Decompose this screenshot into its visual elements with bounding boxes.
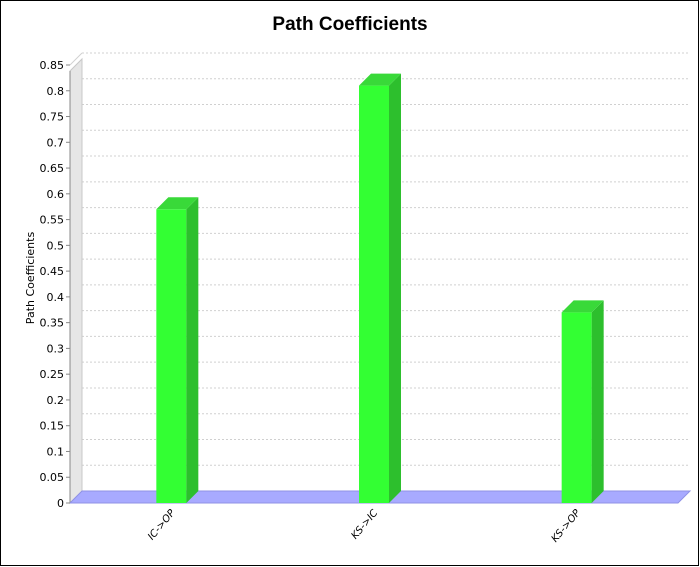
y-tick-label: 0.05: [40, 471, 65, 484]
bar-top: [359, 73, 401, 86]
y-tick-label: 0.5: [47, 239, 65, 252]
y-tick-label: 0.7: [47, 136, 65, 149]
y-tick-label: 0.6: [47, 188, 65, 201]
bar-side: [186, 197, 199, 503]
bar-top: [156, 197, 199, 210]
bar-ic-op: [156, 197, 199, 503]
y-tick-label: 0.55: [40, 214, 65, 227]
y-tick-label: 0.15: [40, 420, 65, 433]
x-axis-ticks: IC->OP KS->IC KS->OP: [146, 507, 583, 545]
y-tick-label: 0: [57, 497, 64, 510]
y-tick-label: 0.45: [40, 265, 65, 278]
y-tick-label: 0.65: [40, 162, 65, 175]
y-tick-label: 0.85: [40, 59, 65, 72]
bars: [156, 73, 604, 504]
bar-ks-op: [561, 300, 604, 503]
bar-side: [591, 300, 604, 503]
y-axis-ticks: 0 0.05 0.1 0.15 0.2 0.25 0.3 0.35 0.4 0.45 0.5 0.55…: [40, 59, 70, 510]
y-tick-label: 0.25: [40, 368, 65, 381]
gridline-side: [69, 52, 83, 66]
chart-title: Path Coefficients: [272, 14, 428, 35]
y-tick-label: 0.1: [47, 445, 65, 458]
bar-front: [561, 312, 592, 503]
bar-side: [389, 73, 401, 504]
y-tick-label: 0.2: [47, 394, 65, 407]
y-tick-label: 0.8: [47, 85, 65, 98]
bar-front: [156, 209, 187, 503]
y-axis-label: Path Coefficients: [24, 232, 37, 325]
y-tick-label: 0.4: [47, 291, 65, 304]
y-tick-label: 0.35: [40, 317, 65, 330]
x-tick-label: KS->OP: [550, 507, 584, 545]
x-tick-label: IC->OP: [146, 507, 178, 542]
side-wall: [69, 57, 83, 505]
x-tick-label: KS->IC: [349, 508, 380, 542]
bar-ks-ic: [359, 73, 401, 504]
y-tick-label: 0.75: [40, 111, 65, 124]
bar-top: [561, 300, 604, 313]
y-tick-label: 0.3: [47, 342, 65, 355]
bar-front: [359, 85, 389, 504]
